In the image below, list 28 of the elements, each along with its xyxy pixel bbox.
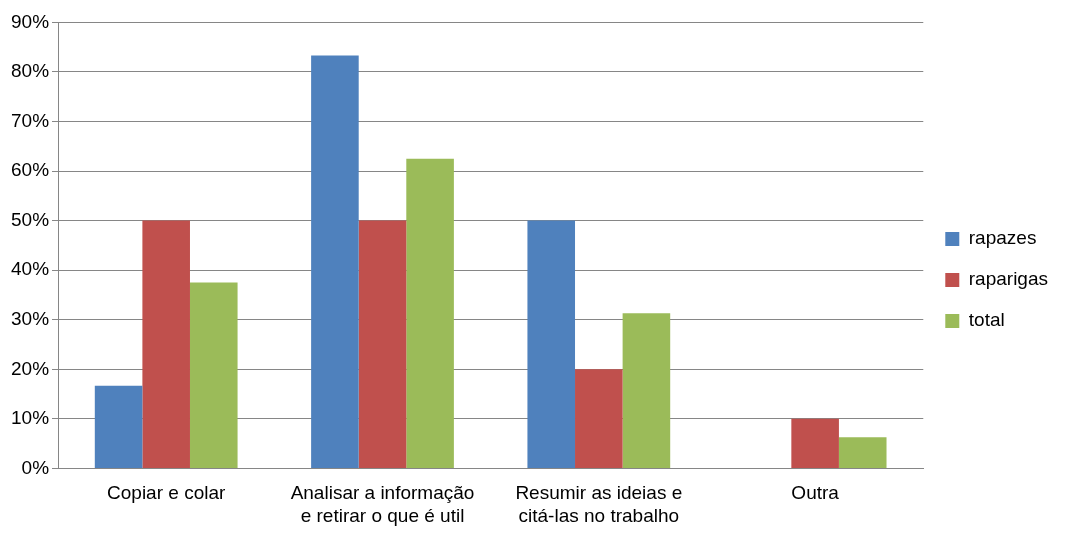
y-tick-label: 70%: [11, 109, 50, 131]
x-tick-label: Copiar e colar: [107, 482, 226, 504]
y-tick-label: 0%: [21, 456, 50, 478]
bar: [791, 418, 839, 468]
bar: [311, 55, 359, 468]
y-tick-label: 90%: [11, 10, 50, 32]
legend-label: total: [968, 309, 1005, 331]
x-tick-label: Resumir as ideias e citá-las no trabalho: [515, 482, 683, 526]
y-tick-label: 40%: [11, 258, 50, 280]
bar: [575, 369, 623, 468]
bar: [406, 158, 454, 468]
legend-label: rapazes: [968, 227, 1037, 249]
bar: [142, 220, 190, 468]
bar: [358, 220, 407, 468]
y-tick-label: 10%: [11, 407, 50, 429]
bar: [189, 282, 238, 468]
y-tick-label: 60%: [11, 159, 50, 181]
bar: [838, 437, 887, 468]
y-tick-label: 50%: [11, 208, 50, 230]
bar: [527, 220, 576, 468]
bar: [622, 313, 671, 468]
x-tick-label: Outra: [791, 482, 840, 504]
y-tick-label: 80%: [11, 60, 50, 82]
y-tick-label: 20%: [11, 357, 50, 379]
bar: [94, 385, 143, 468]
x-tick-label: Analisar a informação e retirar o que é util: [290, 482, 475, 526]
legend-label: raparigas: [968, 268, 1049, 290]
y-tick-label: 30%: [11, 307, 50, 329]
